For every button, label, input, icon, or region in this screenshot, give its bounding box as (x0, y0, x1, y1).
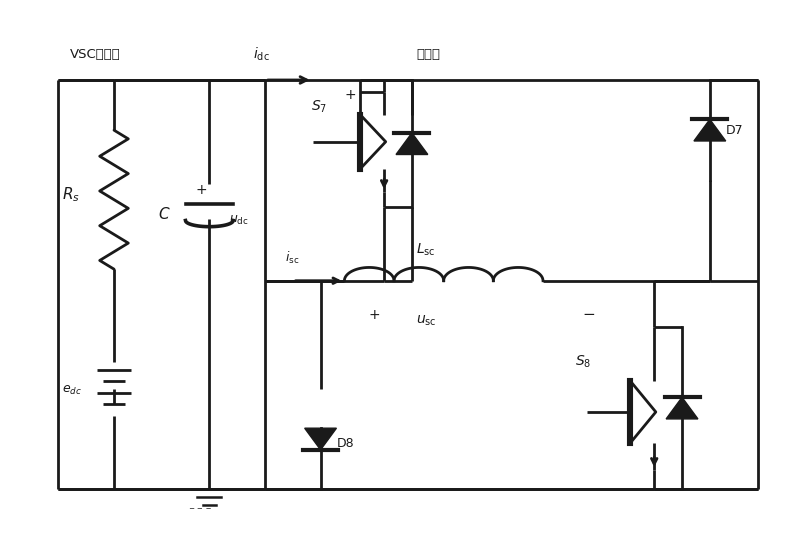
Text: D8: D8 (337, 437, 354, 450)
Text: $u_{\mathrm{dc}}$: $u_{\mathrm{dc}}$ (229, 214, 249, 227)
Text: $i_{\mathrm{sc}}$: $i_{\mathrm{sc}}$ (285, 250, 299, 265)
Text: $S_8$: $S_8$ (574, 354, 591, 370)
Text: $S_7$: $S_7$ (311, 99, 327, 115)
Text: −: − (582, 307, 595, 322)
Text: $\mathit{i}_{\mathrm{dc}}$: $\mathit{i}_{\mathrm{dc}}$ (253, 46, 270, 63)
Text: +: + (195, 183, 206, 197)
Text: $L_{\mathrm{sc}}$: $L_{\mathrm{sc}}$ (416, 242, 435, 258)
Text: +: + (344, 88, 356, 102)
Text: D7: D7 (726, 124, 743, 137)
Polygon shape (396, 133, 428, 155)
Text: 斩波器: 斩波器 (416, 48, 440, 61)
Text: $u_{\mathrm{sc}}$: $u_{\mathrm{sc}}$ (416, 313, 437, 328)
Polygon shape (666, 397, 698, 419)
Polygon shape (694, 120, 726, 141)
Text: +: + (368, 308, 380, 322)
Text: $e_{dc}$: $e_{dc}$ (62, 384, 82, 397)
Polygon shape (305, 428, 337, 450)
Text: $C$: $C$ (158, 206, 170, 222)
Text: $R_s$: $R_s$ (62, 186, 80, 204)
Text: ─  ─  ─: ─ ─ ─ (190, 506, 211, 512)
Text: VSC变流器: VSC变流器 (70, 48, 121, 61)
